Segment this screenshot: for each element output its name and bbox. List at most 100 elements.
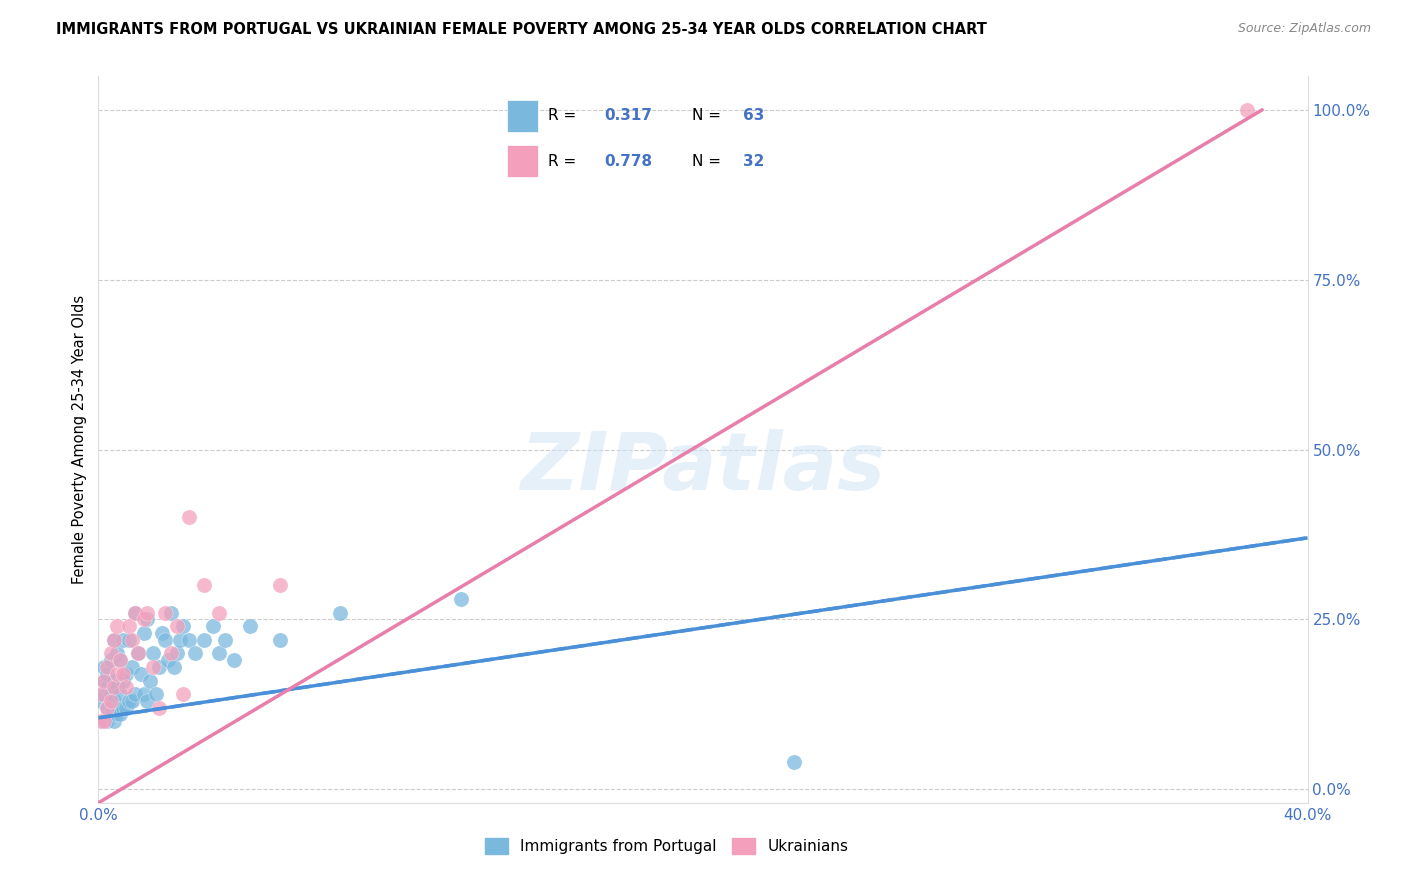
Point bbox=[111, 666, 134, 681]
Point bbox=[145, 687, 167, 701]
Point bbox=[135, 606, 157, 620]
Point bbox=[132, 687, 155, 701]
Point bbox=[118, 632, 141, 647]
Point bbox=[172, 687, 194, 701]
Point bbox=[100, 707, 122, 722]
Point bbox=[450, 591, 472, 606]
Point bbox=[103, 681, 125, 695]
Point bbox=[135, 612, 157, 626]
Point bbox=[93, 673, 115, 688]
Legend: Immigrants from Portugal, Ukrainians: Immigrants from Portugal, Ukrainians bbox=[479, 832, 855, 861]
Point bbox=[121, 660, 143, 674]
Point bbox=[153, 606, 176, 620]
Point bbox=[90, 687, 112, 701]
Point bbox=[202, 619, 225, 633]
Point bbox=[114, 700, 136, 714]
Point bbox=[105, 619, 128, 633]
Point bbox=[108, 653, 131, 667]
Point bbox=[179, 510, 201, 524]
Point bbox=[108, 707, 131, 722]
Point bbox=[100, 646, 122, 660]
Point bbox=[105, 646, 128, 660]
Point bbox=[103, 714, 125, 729]
Point bbox=[111, 632, 134, 647]
Point bbox=[93, 673, 115, 688]
Point bbox=[111, 700, 134, 714]
Point bbox=[139, 673, 162, 688]
Point bbox=[132, 612, 155, 626]
Point bbox=[96, 700, 118, 714]
Point bbox=[114, 681, 136, 695]
Text: Source: ZipAtlas.com: Source: ZipAtlas.com bbox=[1237, 22, 1371, 36]
Point bbox=[184, 646, 207, 660]
Point bbox=[96, 666, 118, 681]
Point bbox=[1236, 103, 1258, 117]
Point bbox=[90, 694, 112, 708]
Point bbox=[100, 694, 122, 708]
Point bbox=[103, 694, 125, 708]
Point bbox=[148, 660, 170, 674]
Point bbox=[153, 632, 176, 647]
Point bbox=[239, 619, 262, 633]
Point bbox=[329, 606, 352, 620]
Point bbox=[127, 646, 149, 660]
Point bbox=[96, 660, 118, 674]
Point bbox=[100, 687, 122, 701]
Point bbox=[160, 606, 183, 620]
Point bbox=[783, 755, 806, 769]
Point bbox=[105, 666, 128, 681]
Point bbox=[103, 673, 125, 688]
Point bbox=[169, 632, 191, 647]
Point bbox=[193, 632, 215, 647]
Point bbox=[132, 626, 155, 640]
Point bbox=[103, 632, 125, 647]
Point bbox=[150, 626, 173, 640]
Point bbox=[166, 646, 188, 660]
Point bbox=[135, 694, 157, 708]
Point bbox=[163, 660, 186, 674]
Point bbox=[129, 666, 152, 681]
Point bbox=[166, 619, 188, 633]
Point bbox=[121, 632, 143, 647]
Point bbox=[111, 673, 134, 688]
Point bbox=[269, 578, 291, 592]
Point bbox=[93, 714, 115, 729]
Point bbox=[93, 660, 115, 674]
Point bbox=[96, 681, 118, 695]
Point bbox=[124, 606, 146, 620]
Point bbox=[142, 646, 165, 660]
Point bbox=[103, 632, 125, 647]
Point bbox=[156, 653, 179, 667]
Point bbox=[114, 666, 136, 681]
Point bbox=[93, 687, 115, 701]
Point bbox=[96, 714, 118, 729]
Point bbox=[124, 687, 146, 701]
Point bbox=[96, 700, 118, 714]
Point bbox=[172, 619, 194, 633]
Point bbox=[105, 707, 128, 722]
Point bbox=[179, 632, 201, 647]
Point bbox=[224, 653, 246, 667]
Point bbox=[127, 646, 149, 660]
Point bbox=[193, 578, 215, 592]
Point bbox=[108, 687, 131, 701]
Point bbox=[90, 714, 112, 729]
Point bbox=[90, 714, 112, 729]
Point bbox=[269, 632, 291, 647]
Point bbox=[121, 694, 143, 708]
Point bbox=[208, 646, 231, 660]
Point bbox=[105, 681, 128, 695]
Text: IMMIGRANTS FROM PORTUGAL VS UKRAINIAN FEMALE POVERTY AMONG 25-34 YEAR OLDS CORRE: IMMIGRANTS FROM PORTUGAL VS UKRAINIAN FE… bbox=[56, 22, 987, 37]
Text: ZIPatlas: ZIPatlas bbox=[520, 429, 886, 508]
Point bbox=[148, 700, 170, 714]
Point bbox=[118, 694, 141, 708]
Point bbox=[100, 653, 122, 667]
Point bbox=[160, 646, 183, 660]
Point bbox=[108, 653, 131, 667]
Point bbox=[124, 606, 146, 620]
Point bbox=[142, 660, 165, 674]
Point bbox=[208, 606, 231, 620]
Point bbox=[118, 619, 141, 633]
Y-axis label: Female Poverty Among 25-34 Year Olds: Female Poverty Among 25-34 Year Olds bbox=[72, 294, 87, 584]
Point bbox=[214, 632, 236, 647]
